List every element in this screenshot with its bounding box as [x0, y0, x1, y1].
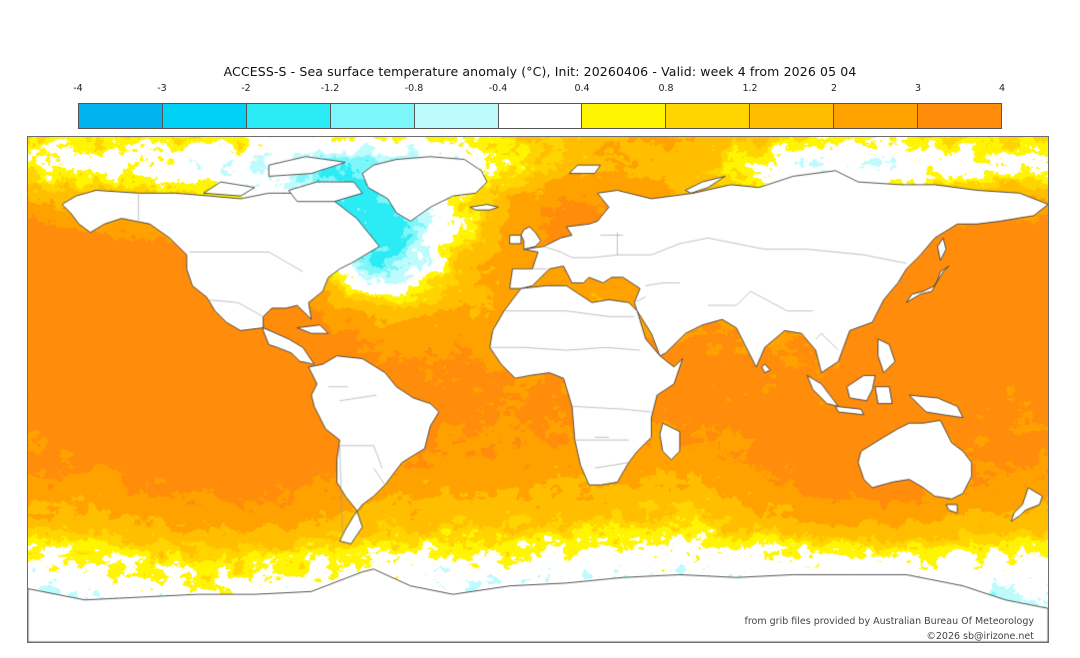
colorbar-bin-0	[79, 104, 163, 128]
colorbar-tick-6: 0.4	[574, 83, 590, 94]
colorbar-bin-1	[162, 104, 247, 128]
colorbar-tick-labels: -4 -3 -2 -1.2 -0.8 -0.4 0.4 0.8 1.2 2 3 4	[73, 83, 1006, 99]
colorbar-bin-5	[498, 104, 583, 128]
colorbar-bin-9	[834, 104, 919, 128]
colorbar-bin-7	[666, 104, 751, 128]
colorbar-tick-10: 3	[914, 83, 922, 94]
map-frame[interactable]: from grib files provided by Australian B…	[27, 136, 1049, 643]
sst-anomaly-heatmap[interactable]	[28, 137, 1048, 642]
colorbar-bin-3	[330, 104, 415, 128]
colorbar-bins	[78, 103, 1002, 129]
colorbar: -4 -3 -2 -1.2 -0.8 -0.4 0.4 0.8 1.2 2 3 4	[73, 83, 1005, 129]
colorbar-bin-4	[414, 104, 499, 128]
page-title: ACCESS-S - Sea surface temperature anoma…	[223, 64, 857, 79]
colorbar-tick-9: 2	[830, 83, 838, 94]
colorbar-bin-2	[246, 104, 331, 128]
colorbar-tick-3: -1.2	[320, 83, 340, 94]
colorbar-tick-8: 1.2	[742, 83, 758, 94]
colorbar-tick-0: -4	[73, 83, 83, 94]
colorbar-tick-1: -3	[157, 83, 167, 94]
colorbar-tick-7: 0.8	[658, 83, 674, 94]
colorbar-bin-10	[918, 104, 1001, 128]
colorbar-tick-5: -0.4	[488, 83, 508, 94]
colorbar-tick-4: -0.8	[404, 83, 424, 94]
colorbar-tick-2: -2	[241, 83, 251, 94]
colorbar-bin-6	[582, 104, 667, 128]
colorbar-tick-11: 4	[998, 83, 1006, 94]
colorbar-bin-8	[750, 104, 835, 128]
